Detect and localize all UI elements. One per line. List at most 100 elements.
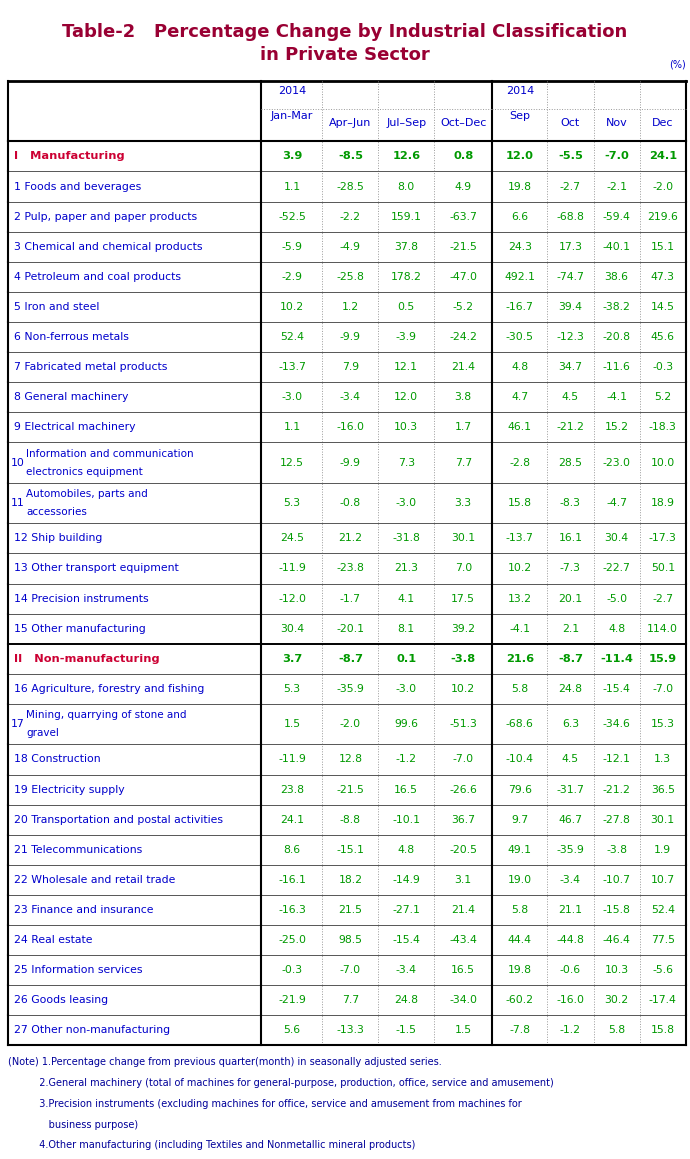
Text: -8.3: -8.3 (560, 498, 581, 508)
Text: Automobiles, parts and: Automobiles, parts and (26, 489, 148, 500)
Text: 49.1: 49.1 (508, 845, 532, 855)
Bar (8, 232, 686, 262)
Text: 5.6: 5.6 (284, 1026, 301, 1035)
Text: -3.4: -3.4 (560, 875, 581, 884)
Text: -31.7: -31.7 (557, 785, 584, 795)
Text: 5.3: 5.3 (284, 684, 301, 694)
Text: 14.5: 14.5 (651, 302, 675, 312)
Bar (8, 613, 686, 643)
Text: 20 Transportation and postal activities: 20 Transportation and postal activities (14, 815, 223, 825)
Text: -1.2: -1.2 (396, 755, 417, 765)
Text: -31.8: -31.8 (393, 533, 420, 544)
Text: 24.1: 24.1 (649, 152, 677, 161)
Text: -2.7: -2.7 (560, 182, 581, 191)
Bar (8, 172, 686, 202)
Text: business purpose): business purpose) (8, 1120, 139, 1130)
Text: 52.4: 52.4 (651, 905, 675, 914)
Text: 12.8: 12.8 (338, 755, 362, 765)
Text: 3.Precision instruments (excluding machines for office, service and amusement fr: 3.Precision instruments (excluding machi… (8, 1099, 522, 1109)
Text: -30.5: -30.5 (506, 331, 534, 342)
Text: -2.9: -2.9 (282, 272, 302, 282)
Text: 44.4: 44.4 (508, 935, 532, 945)
Text: -7.0: -7.0 (604, 152, 629, 161)
Text: -12.0: -12.0 (278, 593, 306, 604)
Text: Mining, quarrying of stone and: Mining, quarrying of stone and (26, 710, 187, 720)
Text: 30.1: 30.1 (451, 533, 475, 544)
Text: 24 Real estate: 24 Real estate (14, 935, 92, 945)
Text: -15.4: -15.4 (393, 935, 420, 945)
Text: 21.3: 21.3 (394, 563, 418, 574)
Text: 3.3: 3.3 (455, 498, 472, 508)
Text: 38.6: 38.6 (604, 272, 629, 282)
Text: -24.2: -24.2 (449, 331, 477, 342)
Text: -34.6: -34.6 (602, 720, 631, 729)
Text: -10.4: -10.4 (506, 755, 534, 765)
Text: -1.2: -1.2 (560, 1026, 581, 1035)
Bar (8, 322, 686, 352)
Text: 4.8: 4.8 (397, 845, 415, 855)
Text: -11.6: -11.6 (602, 362, 631, 372)
Text: 6 Non-ferrous metals: 6 Non-ferrous metals (14, 331, 128, 342)
Text: 1 Foods and beverages: 1 Foods and beverages (14, 182, 141, 191)
Text: 7 Fabricated metal products: 7 Fabricated metal products (14, 362, 167, 372)
Text: -3.0: -3.0 (395, 684, 417, 694)
Text: 10.3: 10.3 (604, 965, 629, 975)
Bar (8, 202, 686, 232)
Text: 3.8: 3.8 (455, 392, 472, 402)
Text: 21.4: 21.4 (451, 362, 475, 372)
Text: -23.8: -23.8 (337, 563, 364, 574)
Text: 30.2: 30.2 (604, 996, 629, 1005)
Text: 492.1: 492.1 (504, 272, 535, 282)
Text: -60.2: -60.2 (506, 996, 534, 1005)
Text: Apr–Jun: Apr–Jun (329, 118, 372, 129)
Bar (8, 643, 686, 673)
Text: -13.7: -13.7 (278, 362, 306, 372)
Text: -44.8: -44.8 (557, 935, 584, 945)
Text: -11.9: -11.9 (278, 755, 306, 765)
Text: -15.1: -15.1 (337, 845, 364, 855)
Text: 50.1: 50.1 (651, 563, 675, 574)
Text: 47.3: 47.3 (651, 272, 675, 282)
Text: -22.7: -22.7 (602, 563, 631, 574)
Text: 1.2: 1.2 (342, 302, 359, 312)
Text: 1.3: 1.3 (654, 755, 671, 765)
Text: -11.9: -11.9 (278, 563, 306, 574)
Text: -9.9: -9.9 (340, 458, 361, 467)
Text: -23.0: -23.0 (602, 458, 631, 467)
Text: -12.1: -12.1 (602, 755, 631, 765)
Bar (8, 774, 686, 804)
Text: 37.8: 37.8 (394, 242, 418, 252)
Text: electronics equipment: electronics equipment (26, 467, 143, 476)
Text: 3.7: 3.7 (282, 654, 302, 664)
Text: -3.4: -3.4 (340, 392, 361, 402)
Text: -5.6: -5.6 (652, 965, 673, 975)
Text: -9.9: -9.9 (340, 331, 361, 342)
Text: -43.4: -43.4 (449, 935, 477, 945)
Text: -13.3: -13.3 (337, 1026, 364, 1035)
Text: -3.9: -3.9 (396, 331, 417, 342)
Text: 12.5: 12.5 (280, 458, 304, 467)
Text: 99.6: 99.6 (394, 720, 418, 729)
Text: 0.5: 0.5 (397, 302, 415, 312)
Text: -2.1: -2.1 (606, 182, 627, 191)
Text: 8 General machinery: 8 General machinery (14, 392, 128, 402)
Text: -15.4: -15.4 (602, 684, 631, 694)
Bar (8, 443, 686, 483)
Text: -16.0: -16.0 (337, 422, 364, 432)
Text: -5.0: -5.0 (606, 593, 627, 604)
Text: 23.8: 23.8 (280, 785, 304, 795)
Text: 14 Precision instruments: 14 Precision instruments (14, 593, 148, 604)
Text: -47.0: -47.0 (449, 272, 477, 282)
Text: Oct: Oct (561, 118, 580, 129)
Text: 1.9: 1.9 (654, 845, 671, 855)
Text: 26 Goods leasing: 26 Goods leasing (14, 996, 108, 1005)
Text: 9 Electrical machinery: 9 Electrical machinery (14, 422, 135, 432)
Bar (8, 673, 686, 704)
Text: -0.8: -0.8 (340, 498, 361, 508)
Text: -12.3: -12.3 (557, 331, 584, 342)
Text: -3.8: -3.8 (606, 845, 627, 855)
Text: 2.General machinery (total of machines for general-purpose, production, office, : 2.General machinery (total of machines f… (8, 1078, 554, 1088)
Text: (%): (%) (669, 59, 686, 70)
Text: 39.4: 39.4 (558, 302, 582, 312)
Text: -38.2: -38.2 (602, 302, 631, 312)
